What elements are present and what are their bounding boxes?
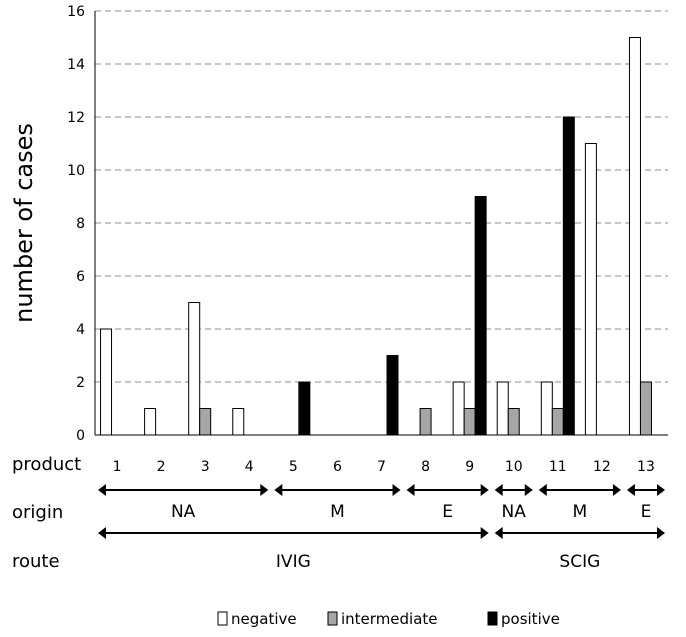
route-row-label: route [12, 551, 60, 572]
y-tick-label: 10 [67, 163, 85, 179]
origin-group-label: M [573, 502, 588, 522]
y-tick-label: 8 [76, 216, 85, 232]
x-tick-label: 10 [505, 459, 523, 475]
bar-negative [144, 408, 157, 436]
origin-row-label: origin [12, 502, 63, 523]
bar-positive [562, 116, 575, 436]
x-tick-label: 4 [245, 459, 254, 475]
bar-negative [496, 381, 509, 436]
group-arrow [98, 484, 269, 496]
y-tick-label: 16 [67, 4, 85, 20]
bar-negative [100, 328, 113, 436]
bar-negative [232, 408, 245, 436]
group-arrow [494, 484, 533, 496]
legend-label: positive [501, 610, 560, 628]
x-tick-label: 2 [157, 459, 166, 475]
bars [100, 37, 652, 436]
x-tick-label: 9 [465, 459, 474, 475]
bar-negative [628, 37, 641, 436]
route-group-label: IVIG [276, 552, 311, 572]
legend-swatch [327, 611, 338, 626]
bar-intermediate [199, 408, 212, 436]
product-row-label: product [12, 454, 81, 475]
origin-group-label: E [641, 502, 652, 522]
legend-label: intermediate [341, 610, 438, 628]
x-tick-label: 7 [377, 459, 386, 475]
y-tick-label: 12 [67, 110, 85, 126]
group-arrow [274, 484, 401, 496]
origin-groups: NA M E NA M E [98, 484, 665, 522]
bar-negative [540, 381, 553, 436]
y-tick-label: 6 [76, 269, 85, 285]
x-tick-label: 12 [593, 459, 611, 475]
bar-intermediate [507, 408, 520, 436]
origin-group-label: M [330, 502, 345, 522]
bar-positive [474, 196, 487, 436]
x-tick-label: 6 [333, 459, 342, 475]
origin-group-label: NA [171, 502, 196, 522]
x-tick-label: 11 [549, 459, 567, 475]
group-arrow [494, 527, 665, 539]
y-axis-ticks: 0 2 4 6 8 10 12 14 16 [67, 4, 85, 444]
bar-negative [188, 302, 201, 436]
legend: negative intermediate positive [217, 610, 560, 628]
x-tick-label: 8 [421, 459, 430, 475]
legend-item-negative: negative [217, 610, 297, 628]
y-tick-label: 2 [76, 375, 85, 391]
route-group-label: SCIG [559, 552, 600, 572]
bar-negative [584, 143, 597, 436]
bar-intermediate [551, 408, 564, 436]
route-groups: IVIG SCIG [98, 527, 665, 572]
legend-swatch [217, 611, 228, 626]
group-arrow [626, 484, 665, 496]
gridlines [95, 10, 668, 383]
group-arrow [538, 484, 621, 496]
origin-group-label: NA [502, 502, 527, 522]
y-tick-label: 14 [67, 57, 85, 73]
group-arrow [406, 484, 489, 496]
bar-intermediate [463, 408, 476, 436]
x-tick-label: 3 [201, 459, 210, 475]
x-axis-ticks: 1 2 3 4 5 6 7 8 9 10 11 12 13 [113, 459, 655, 475]
y-axis-label: number of cases [10, 123, 38, 323]
bar-positive [298, 381, 311, 436]
origin-group-label: E [442, 502, 453, 522]
legend-item-intermediate: intermediate [327, 610, 438, 628]
y-tick-label: 4 [76, 322, 85, 338]
legend-item-positive: positive [487, 610, 560, 628]
x-tick-label: 5 [289, 459, 298, 475]
bar-intermediate [639, 381, 652, 436]
group-arrow [98, 527, 489, 539]
bar-positive [386, 355, 399, 436]
x-tick-label: 13 [637, 459, 655, 475]
legend-label: negative [231, 610, 297, 628]
x-tick-label: 1 [113, 459, 122, 475]
y-tick-label: 0 [76, 428, 85, 444]
legend-swatch [487, 611, 498, 626]
bar-intermediate [419, 408, 432, 436]
bar-negative [452, 381, 465, 436]
